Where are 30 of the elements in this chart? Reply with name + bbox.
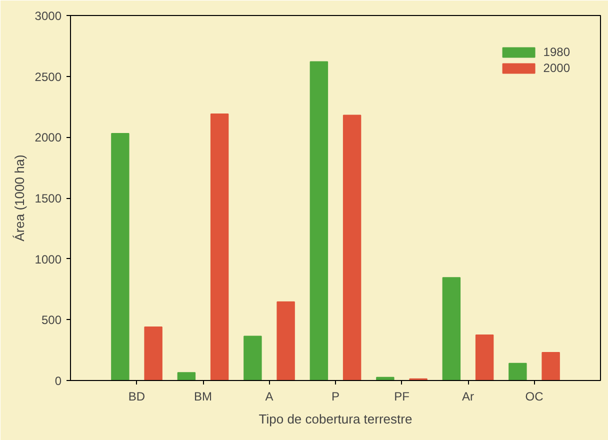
bar [210,114,229,380]
x-tick-label: BD [128,390,146,404]
bar [342,114,362,380]
x-tick-label: Ar [462,390,474,404]
bar [442,277,461,380]
bar [310,61,328,380]
y-axis-title: Área (1000 ha) [12,154,27,242]
bar [144,326,162,380]
bar [111,133,130,380]
x-tick-label: PF [394,390,410,404]
x-tick-label: BM [194,390,212,404]
x-tick-label: A [265,390,274,404]
x-axis-title: Tipo de cobertura terrestre [258,412,412,426]
legend-label: 2000 [543,61,570,75]
y-tick-label: 3000 [34,9,62,23]
bar [244,336,262,380]
bar [508,362,527,380]
y-tick-label: 1500 [34,192,62,206]
legend-label: 1980 [543,45,570,59]
x-tick-label: P [332,390,340,404]
y-tick-label: 500 [41,313,62,328]
bar [475,334,494,380]
y-tick-label: 2500 [34,70,62,84]
y-tick-label: 1000 [34,252,62,266]
bar [177,372,196,380]
bar [276,301,295,380]
x-tick-label: OC [525,390,544,404]
y-tick-label: 2000 [34,130,62,145]
y-tick-label: 0 [54,374,62,388]
bar [542,352,560,380]
